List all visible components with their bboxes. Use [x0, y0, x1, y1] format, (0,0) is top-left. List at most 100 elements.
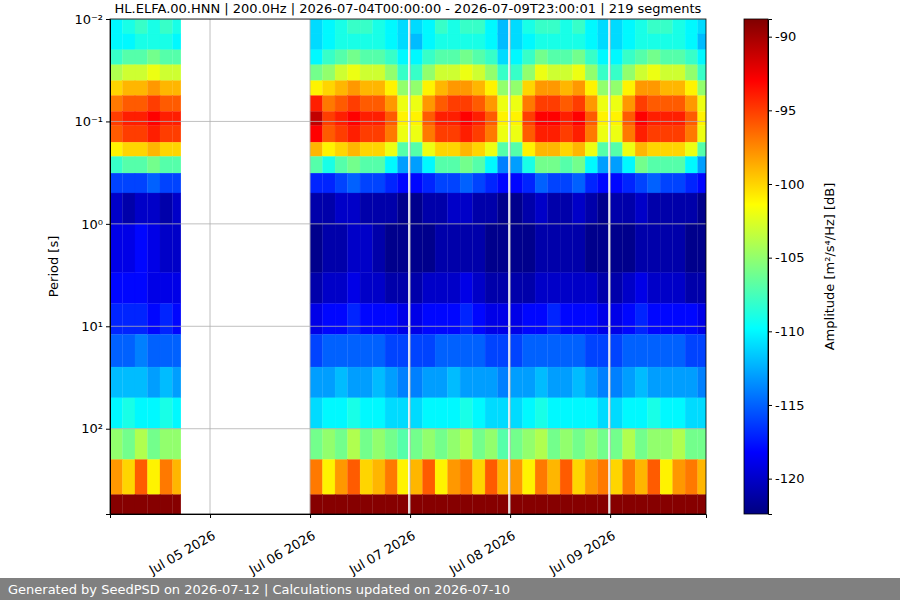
x-tick-mark — [510, 514, 511, 518]
cell — [535, 34, 548, 50]
cell — [323, 429, 336, 460]
cell — [460, 19, 473, 34]
cell — [585, 193, 598, 224]
cell — [473, 495, 486, 514]
cell — [110, 173, 123, 193]
cell — [560, 173, 573, 193]
cell — [598, 142, 608, 156]
cell — [585, 157, 598, 174]
y-axis-line — [106, 20, 111, 515]
cell — [435, 273, 448, 304]
cell — [310, 429, 323, 460]
cell — [510, 224, 523, 273]
cell — [385, 304, 398, 335]
cell — [598, 173, 608, 193]
cell — [160, 398, 173, 429]
cell — [385, 173, 398, 193]
x-axis-line — [111, 515, 707, 519]
cell — [398, 157, 408, 174]
cell — [610, 460, 623, 495]
cell — [485, 126, 498, 143]
cell — [160, 126, 173, 143]
cell — [448, 273, 461, 304]
cell — [135, 65, 148, 81]
cell — [373, 398, 386, 429]
cell — [398, 273, 408, 304]
cell — [523, 157, 536, 174]
cell — [323, 65, 336, 81]
cell — [535, 112, 548, 126]
cell — [448, 157, 461, 174]
cell — [398, 34, 408, 50]
cell — [423, 157, 436, 174]
colorbar-title: Amplitude [m²/s⁴/Hz] [dB] — [822, 183, 837, 351]
cell — [110, 398, 123, 429]
cell — [398, 224, 408, 273]
cell — [473, 65, 486, 81]
cell — [398, 367, 408, 398]
cell — [510, 495, 523, 514]
cell — [335, 112, 348, 126]
cell — [598, 34, 608, 50]
cell — [360, 65, 373, 81]
cell — [698, 173, 706, 193]
cell — [498, 495, 508, 514]
cell — [360, 495, 373, 514]
colorbar-tick-mark — [768, 331, 772, 332]
cell — [635, 96, 648, 112]
cell — [673, 96, 686, 112]
cell — [660, 96, 673, 112]
cell — [173, 273, 181, 304]
cell — [135, 460, 148, 495]
cell — [160, 173, 173, 193]
colorbar-tick-label: -120 — [775, 471, 805, 486]
cell — [510, 429, 523, 460]
cell — [610, 367, 623, 398]
cell — [698, 495, 706, 514]
cell — [473, 429, 486, 460]
x-tick: Jul 06 2026 — [246, 514, 318, 578]
cell — [573, 142, 586, 156]
cell — [410, 367, 423, 398]
y-tick-mark — [106, 19, 110, 20]
cell — [535, 173, 548, 193]
cell — [498, 304, 508, 335]
cell — [173, 398, 181, 429]
cell — [535, 50, 548, 65]
cell — [573, 34, 586, 50]
cell — [423, 142, 436, 156]
cell — [598, 495, 608, 514]
cell — [310, 157, 323, 174]
cell — [123, 126, 136, 143]
cell — [573, 304, 586, 335]
cell — [560, 96, 573, 112]
cell — [685, 273, 698, 304]
cell — [410, 429, 423, 460]
cell — [398, 65, 408, 81]
cell — [348, 112, 361, 126]
cell — [173, 193, 181, 224]
cell — [335, 81, 348, 96]
cell — [435, 398, 448, 429]
cell — [585, 367, 598, 398]
cell — [135, 50, 148, 65]
cell — [535, 81, 548, 96]
cell — [510, 50, 523, 65]
cell — [560, 19, 573, 34]
cell — [448, 126, 461, 143]
cell — [310, 273, 323, 304]
cell — [660, 304, 673, 335]
cell — [348, 273, 361, 304]
cell — [310, 65, 323, 81]
cell — [148, 224, 161, 273]
cell — [548, 495, 561, 514]
cell — [660, 157, 673, 174]
cell — [335, 429, 348, 460]
cell — [648, 96, 661, 112]
cell — [373, 334, 386, 367]
cell — [510, 81, 523, 96]
cell — [348, 224, 361, 273]
cell — [523, 495, 536, 514]
cell — [160, 96, 173, 112]
colorbar-axis: -90-95-100-105-110-115-120 — [768, 20, 805, 515]
